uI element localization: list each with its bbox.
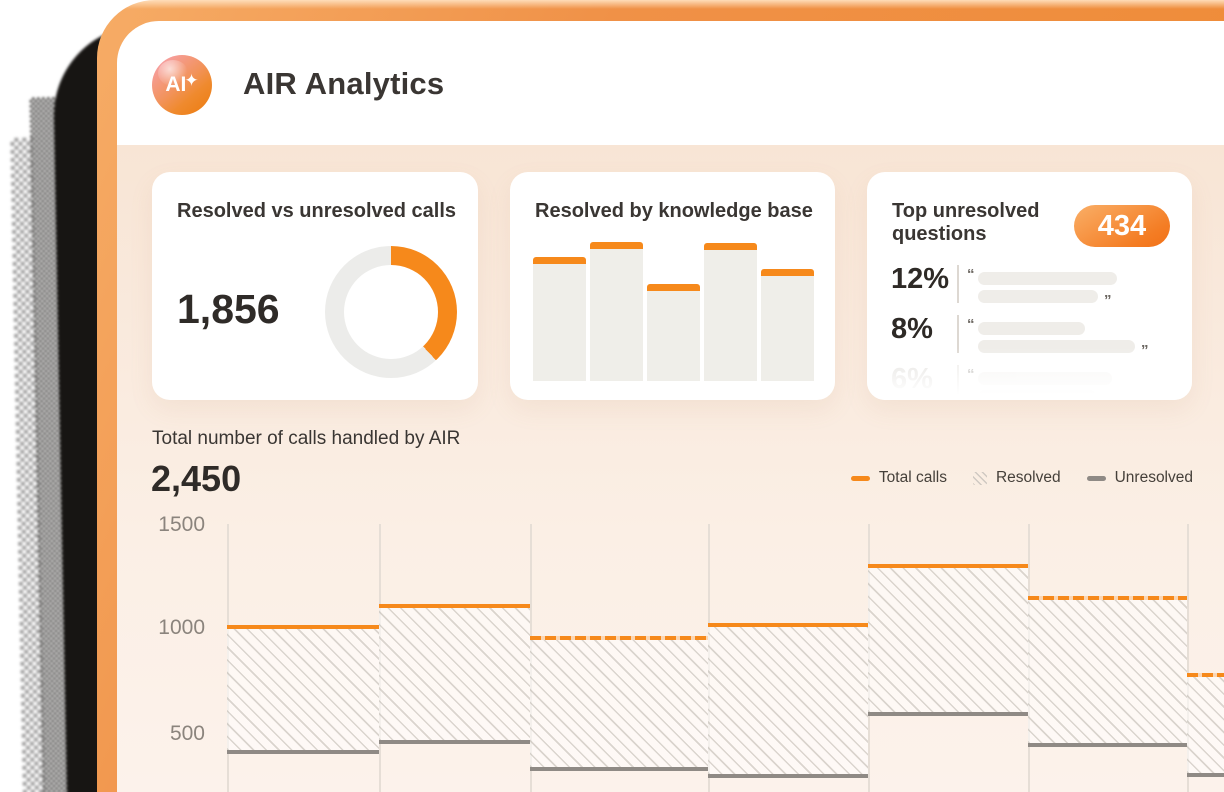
row-divider [957,315,959,353]
legend-label: Unresolved [1114,469,1193,486]
unresolved-line [530,767,708,772]
redacted-question-bar [978,272,1117,285]
resolved-hatched-area [379,608,530,740]
close-quote: ” [1104,292,1112,309]
legend-item-unresolved[interactable]: Unresolved [1086,469,1193,487]
unresolved-line [868,712,1028,717]
kb-bar [761,269,814,381]
sparkle-icon: ✦ [184,71,199,90]
question-percent: 12% [891,263,950,295]
unresolved-line [708,773,868,778]
app-logo-icon: AI ✦ [152,55,212,115]
question-percent: 8% [891,313,933,345]
hatch-swatch-icon [972,471,987,485]
calls-handled-chart: 1500 1000 500 [0,510,1224,792]
resolved-hatched-area [868,567,1028,713]
column-separator [1187,524,1189,792]
y-axis-tick: 500 [169,722,205,745]
kb-bar [590,242,643,381]
resolved-calls-value: 1,856 [177,286,280,332]
redacted-question-bar [978,290,1098,303]
card-title: Resolved vs unresolved calls [177,200,457,222]
donut-hole [344,265,438,359]
orange-dash-icon [850,475,870,481]
y-axis-tick: 1500 [158,513,205,536]
resolved-hatched-area [530,640,708,768]
card-title: Resolved by knowledge base [535,200,813,222]
y-axis-tick: 1000 [158,616,205,639]
legend-item-resolved[interactable]: Resolved [972,469,1061,487]
legend-label: Resolved [995,469,1061,486]
unresolved-line [1028,743,1187,748]
unresolved-count-badge: 434 [1074,205,1170,247]
total-calls-line [227,625,379,630]
card-resolved-vs-unresolved: Resolved vs unresolved calls 1,856 [152,172,478,400]
redacted-question-bar [978,322,1085,335]
card-title: Top unresolved questions [892,200,1040,245]
row-divider [957,265,959,303]
resolved-hatched-area [708,627,868,774]
chart-legend: Total calls Resolved Unresolved [850,469,1193,487]
legend-item-total-calls[interactable]: Total calls [850,469,947,487]
total-calls-line [708,623,868,628]
total-calls-line [1028,595,1187,600]
unresolved-line [227,750,379,755]
total-calls-value: 2,450 [151,458,242,499]
resolved-hatched-area [1187,677,1224,773]
open-quote: “ [967,266,975,283]
kb-bar [647,284,700,381]
donut-chart [325,246,457,378]
kb-bar [533,257,586,381]
card-top-unresolved: Top unresolved questions 434 12%“”8%“”6%… [867,172,1192,400]
logo-ai-text: AI [165,73,187,96]
card-knowledge-base: Resolved by knowledge base [510,172,835,400]
resolved-hatched-area [227,629,379,751]
main-chart-label: Total number of calls handled by AIR [152,428,461,449]
total-calls-line [1187,673,1224,678]
legend-label: Total calls [878,469,947,486]
card-bottom-fade [867,348,1192,400]
unresolved-line [379,739,530,744]
total-calls-line [868,563,1028,568]
kb-bar [704,243,757,381]
resolved-hatched-area [1028,599,1187,744]
unresolved-line [1187,772,1224,777]
total-calls-line [379,604,530,609]
total-calls-line [530,636,708,640]
page-title: AIR Analytics [243,66,445,101]
gray-dash-icon [1086,475,1106,481]
open-quote: “ [967,316,975,333]
